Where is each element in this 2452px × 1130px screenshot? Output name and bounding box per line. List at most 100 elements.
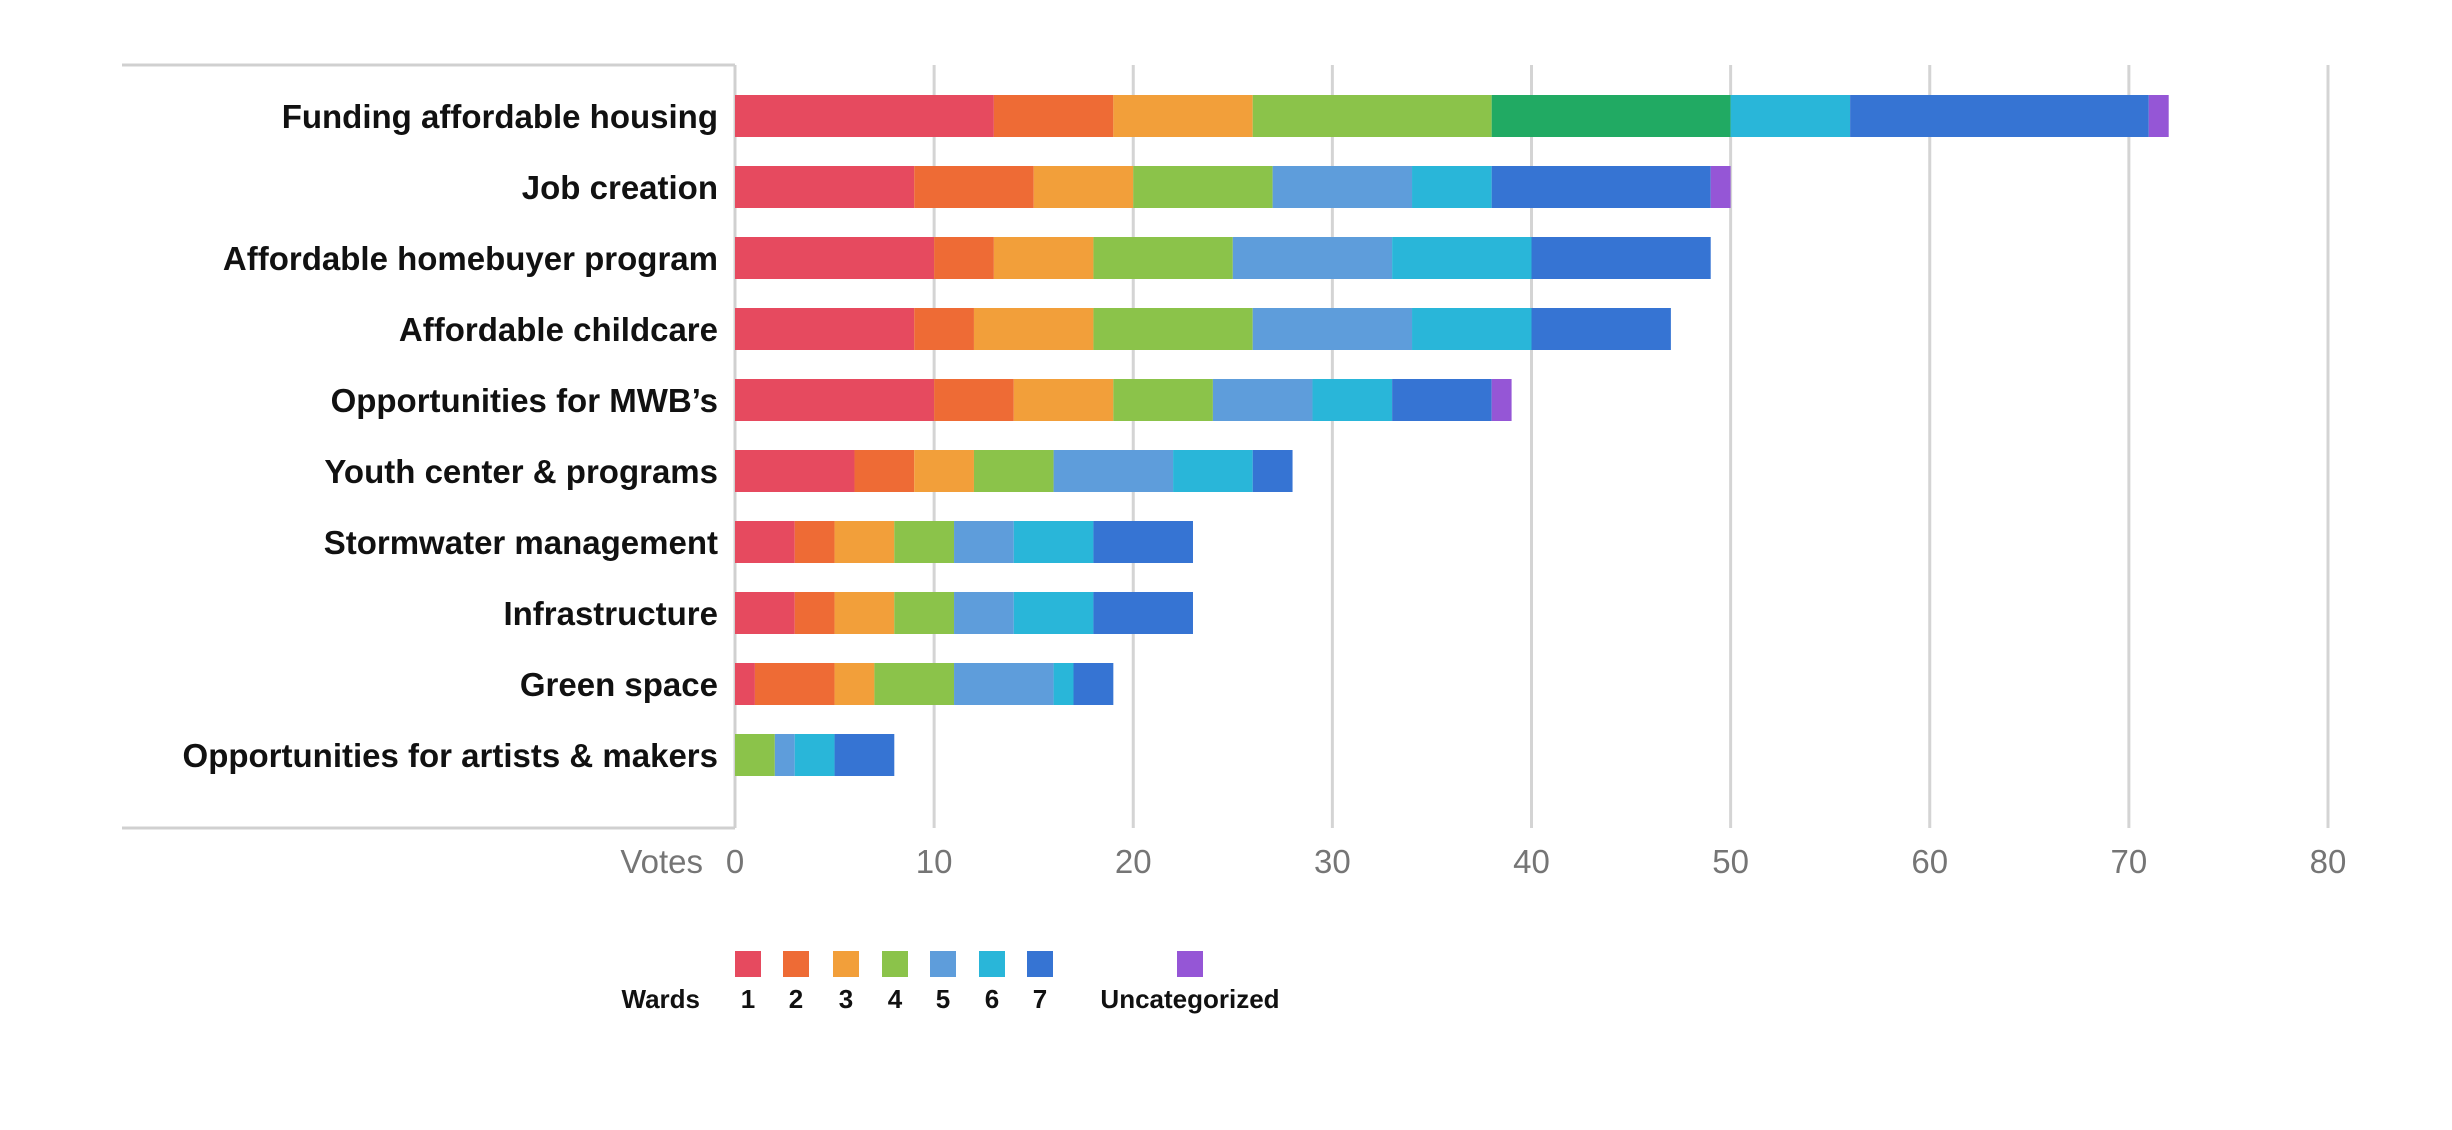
bar-segment-4-series-7: [1412, 308, 1532, 350]
bar-segment-1-series-3: [1113, 95, 1253, 137]
category-label: Infrastructure: [503, 595, 718, 632]
bars: [735, 95, 2169, 776]
bar-segment-10-series-4: [735, 734, 775, 776]
bar-segment-7-series-6: [954, 521, 1014, 563]
category-label: Funding affordable housing: [282, 98, 718, 135]
bar-segment-8-series-7: [1013, 592, 1094, 634]
bar-segment-6-series-1: [735, 450, 855, 492]
category-label: Stormwater management: [324, 524, 718, 561]
bar-segment-4-series-3: [973, 308, 1094, 350]
x-axis-ticks: Votes 0 10 20 30 40 50 60 70 80: [620, 843, 2346, 880]
legend-label-1: 1: [741, 984, 755, 1014]
bar-segment-5-series-1: [735, 379, 935, 421]
bar-segment-2-series-4: [1133, 166, 1273, 208]
legend-swatch-3: [833, 951, 859, 977]
bar-segment-6-series-2: [854, 450, 915, 492]
bar-segment-9-series-3: [834, 663, 875, 705]
bar-segment-1-series-7: [1730, 95, 1851, 137]
legend-label-4: 4: [888, 984, 903, 1014]
legend-label-5: 5: [936, 984, 950, 1014]
bar-segment-7-series-3: [834, 521, 895, 563]
x-tick-label-60: 60: [1911, 843, 1948, 880]
legend-label-3: 3: [839, 984, 853, 1014]
bar-segment-7-series-8: [1093, 521, 1193, 563]
bar-segment-7-series-7: [1013, 521, 1094, 563]
bar-segment-2-series-8: [1491, 166, 1711, 208]
legend-swatch-1: [735, 951, 761, 977]
bar-segment-6-series-7: [1173, 450, 1253, 492]
bar-segment-2-series-9: [1710, 166, 1731, 208]
bar-segment-2-series-6: [1272, 166, 1413, 208]
bar-segment-2-series-1: [735, 166, 915, 208]
legend-title: Wards: [622, 984, 701, 1014]
bar-segment-8-series-6: [954, 592, 1014, 634]
bar-segment-8-series-3: [834, 592, 895, 634]
bar-segment-6-series-6: [1053, 450, 1174, 492]
legend-swatch-4: [882, 951, 908, 977]
x-tick-label-10: 10: [916, 843, 953, 880]
bar-segment-6-series-4: [973, 450, 1054, 492]
bar-segment-5-series-4: [1113, 379, 1213, 421]
x-axis-title: Votes: [620, 843, 703, 880]
legend-label-7: 7: [1033, 984, 1047, 1014]
bar-segment-8-series-4: [894, 592, 955, 634]
bar-segment-3-series-1: [735, 237, 935, 279]
bar-segment-9-series-4: [874, 663, 955, 705]
bar-segment-2-series-7: [1412, 166, 1492, 208]
bar-segment-3-series-6: [1232, 237, 1393, 279]
bar-segment-1-series-9: [2148, 95, 2169, 137]
legend: Wards 1 2 3 4 5 6 7 Uncategorized: [622, 951, 1280, 1014]
bar-segment-3-series-8: [1531, 237, 1711, 279]
bar-segment-4-series-8: [1531, 308, 1671, 350]
bar-segment-4-series-1: [735, 308, 915, 350]
bar-segment-3-series-2: [934, 237, 994, 279]
legend-label-6: 6: [985, 984, 999, 1014]
x-tick-label-20: 20: [1115, 843, 1152, 880]
bar-segment-4-series-4: [1093, 308, 1253, 350]
bar-segment-2-series-2: [914, 166, 1034, 208]
bar-segment-6-series-3: [914, 450, 974, 492]
x-tick-label-0: 0: [726, 843, 744, 880]
legend-label-uncategorized: Uncategorized: [1100, 984, 1279, 1014]
bar-segment-3-series-3: [993, 237, 1094, 279]
bar-segment-10-series-7: [794, 734, 835, 776]
legend-label-2: 2: [789, 984, 803, 1014]
bar-segment-5-series-2: [934, 379, 1014, 421]
x-tick-label-30: 30: [1314, 843, 1351, 880]
bar-segment-7-series-4: [894, 521, 955, 563]
bar-segment-3-series-7: [1392, 237, 1532, 279]
bar-segment-4-series-2: [914, 308, 974, 350]
category-labels: Funding affordable housing Job creation Af…: [183, 98, 718, 774]
legend-swatch-uncategorized: [1177, 951, 1203, 977]
legend-swatch-7: [1027, 951, 1053, 977]
bar-segment-10-series-8: [834, 734, 895, 776]
bar-segment-5-series-6: [1212, 379, 1313, 421]
bar-segment-1-series-1: [735, 95, 994, 137]
bar-segment-9-series-1: [735, 663, 755, 705]
bar-segment-5-series-9: [1491, 379, 1512, 421]
category-label: Opportunities for artists & makers: [183, 737, 718, 774]
x-tick-label-70: 70: [2111, 843, 2148, 880]
bar-segment-7-series-1: [735, 521, 795, 563]
bar-segment-2-series-3: [1033, 166, 1134, 208]
bar-segment-5-series-7: [1312, 379, 1393, 421]
category-label: Affordable homebuyer program: [223, 240, 718, 277]
bar-segment-6-series-8: [1252, 450, 1293, 492]
bar-segment-1-series-5: [1491, 95, 1731, 137]
legend-swatch-5: [930, 951, 956, 977]
bar-segment-8-series-2: [794, 592, 835, 634]
x-tick-label-40: 40: [1513, 843, 1550, 880]
bar-segment-4-series-6: [1252, 308, 1413, 350]
x-tick-label-50: 50: [1712, 843, 1749, 880]
bar-segment-9-series-2: [754, 663, 835, 705]
legend-swatch-6: [979, 951, 1005, 977]
category-label: Green space: [520, 666, 718, 703]
bar-segment-5-series-3: [1013, 379, 1114, 421]
bar-segment-9-series-6: [954, 663, 1054, 705]
category-label: Affordable childcare: [399, 311, 718, 348]
bar-segment-5-series-8: [1392, 379, 1492, 421]
bar-segment-1-series-2: [993, 95, 1114, 137]
bar-segment-9-series-7: [1053, 663, 1074, 705]
bar-segment-10-series-6: [774, 734, 795, 776]
